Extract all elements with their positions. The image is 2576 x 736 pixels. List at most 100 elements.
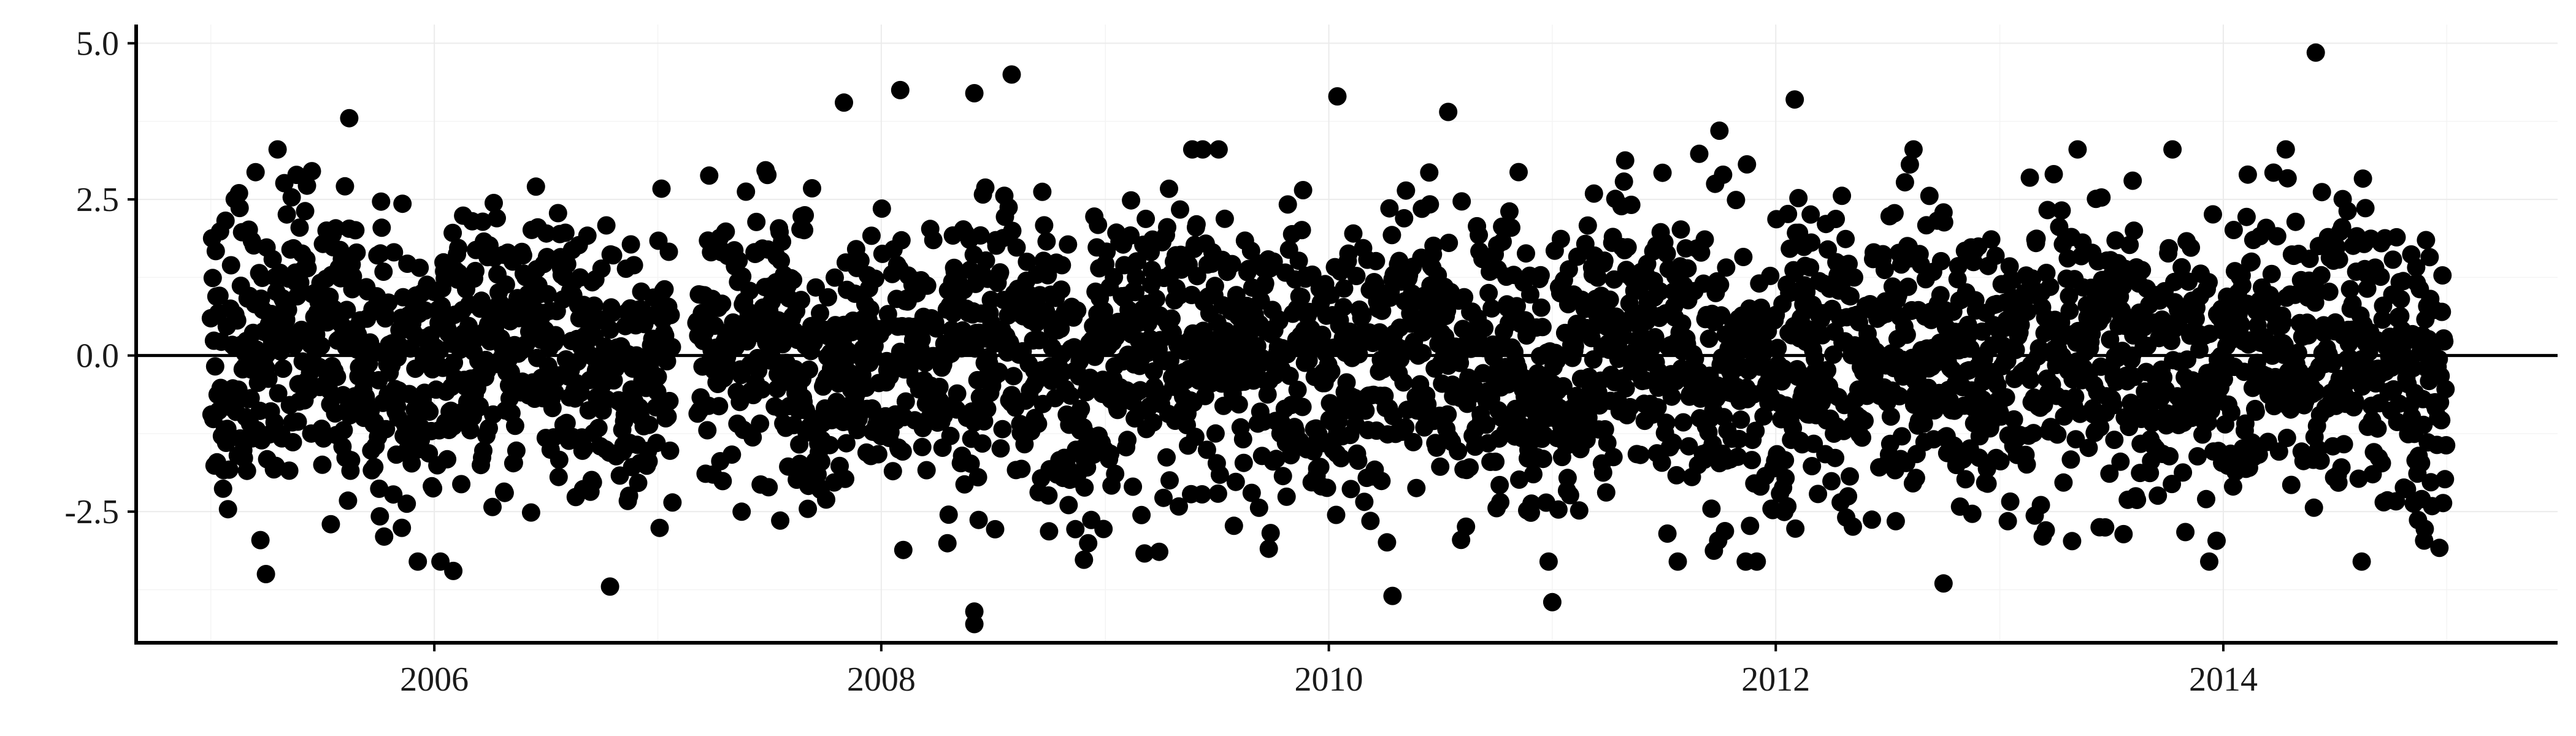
y-tick-label: -2.5 (64, 493, 119, 531)
data-point (771, 511, 790, 530)
data-point (2434, 494, 2453, 513)
data-point (377, 420, 396, 439)
data-point (1427, 438, 1446, 457)
data-point (548, 204, 567, 223)
data-point (893, 442, 912, 461)
data-point (1776, 469, 1795, 488)
data-point (2044, 165, 2063, 183)
data-point (550, 450, 569, 469)
data-point (216, 211, 235, 230)
data-point (1075, 550, 1094, 569)
data-point (2415, 519, 2434, 539)
data-point (1728, 447, 1747, 466)
data-point (1554, 377, 1573, 396)
data-point (1071, 399, 1091, 418)
data-point (1261, 524, 1280, 543)
data-point (658, 407, 677, 426)
data-point (1690, 144, 1709, 163)
data-point (1470, 226, 1489, 245)
data-point (1170, 497, 1188, 516)
data-point (2269, 442, 2288, 461)
data-point (2041, 277, 2060, 296)
data-point (2312, 183, 2331, 202)
data-point (1197, 440, 1216, 459)
data-point (1833, 186, 1852, 205)
data-point (1477, 415, 1496, 434)
data-point (337, 301, 356, 320)
data-point (965, 602, 984, 621)
data-point (2125, 221, 2144, 240)
data-point (1277, 487, 1296, 506)
data-point (1996, 388, 2015, 407)
data-point (1991, 452, 2010, 470)
data-point (1614, 172, 1633, 191)
data-point (732, 502, 751, 521)
data-point (2163, 140, 2182, 159)
data-point (1986, 247, 2005, 265)
data-point (971, 226, 990, 245)
data-point (1948, 270, 1967, 289)
data-point (1267, 450, 1286, 469)
data-point (346, 221, 365, 240)
data-point (1522, 494, 1541, 513)
data-point (537, 248, 556, 267)
data-point (1818, 361, 1837, 380)
data-point (1004, 367, 1023, 386)
data-point (1226, 472, 1245, 491)
data-point (1785, 90, 1804, 109)
data-point (878, 305, 897, 324)
data-point (913, 437, 932, 456)
data-point (2106, 231, 2125, 250)
data-point (1595, 251, 1614, 270)
data-point (1678, 259, 1697, 278)
data-point (2282, 475, 2301, 494)
data-point (1270, 312, 1289, 331)
data-point (1332, 449, 1351, 467)
data-point (1920, 186, 1939, 205)
data-point (449, 239, 468, 258)
data-point (495, 483, 514, 502)
data-point (941, 426, 960, 445)
data-point (537, 224, 556, 243)
data-point (371, 244, 390, 263)
data-point (650, 518, 669, 537)
data-point (1841, 287, 1860, 306)
data-point (1600, 290, 1619, 309)
data-point (807, 278, 825, 297)
data-point (1418, 395, 1437, 414)
data-point (2243, 378, 2262, 397)
data-point (993, 420, 1012, 439)
data-point (912, 330, 931, 349)
data-point (206, 242, 225, 261)
data-point (2092, 188, 2111, 207)
data-point (2238, 165, 2257, 184)
data-point (2200, 552, 2218, 571)
data-point (1730, 429, 1749, 448)
data-point (2340, 280, 2359, 299)
data-point (2004, 410, 2023, 429)
data-point (1738, 155, 1757, 174)
data-point (1839, 487, 1858, 506)
data-point (624, 256, 643, 275)
data-point (1255, 274, 1275, 293)
data-point (1012, 459, 1031, 478)
data-point (1727, 191, 1746, 210)
data-point (600, 577, 619, 596)
data-point (851, 251, 870, 270)
data-point (2383, 250, 2402, 269)
data-point (218, 420, 237, 439)
data-point (485, 194, 503, 212)
data-point (1524, 465, 1543, 484)
data-point (2372, 454, 2391, 473)
data-point (1037, 232, 1056, 251)
data-point (740, 282, 759, 301)
data-point (2333, 218, 2352, 237)
data-point (1059, 496, 1078, 515)
data-point (2249, 445, 2268, 464)
data-point (1234, 453, 1253, 472)
data-point (835, 93, 853, 112)
y-tick-label: 5.0 (76, 25, 119, 63)
data-point (1160, 179, 1178, 198)
data-point (1742, 451, 1761, 470)
data-point (365, 458, 384, 477)
